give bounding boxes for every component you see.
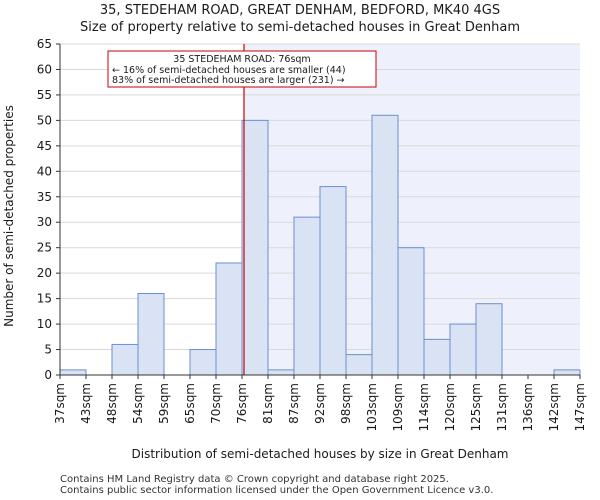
y-tick-label: 50 (37, 113, 52, 127)
x-tick-label: 142sqm (547, 383, 561, 431)
y-tick-label: 20 (37, 266, 52, 280)
y-tick-label: 55 (37, 88, 52, 102)
x-tick-label: 54sqm (131, 383, 145, 424)
x-tick-label: 147sqm (573, 383, 587, 431)
x-tick-label: 87sqm (287, 383, 301, 424)
bar-98sqm (345, 354, 373, 376)
bar-76sqm (241, 119, 269, 376)
y-tick-label: 25 (37, 241, 52, 255)
x-tick-label: 114sqm (417, 383, 431, 431)
footer-line-1: Contains HM Land Registry data © Crown c… (60, 474, 449, 485)
y-tick-label: 15 (37, 292, 52, 306)
x-tick-label: 125sqm (469, 383, 483, 431)
footer-line-2: Contains public sector information licen… (60, 485, 494, 496)
x-tick-label: 136sqm (521, 383, 535, 431)
bar-54sqm (137, 293, 165, 376)
x-axis-label: Distribution of semi-detached houses by … (132, 447, 509, 461)
x-tick-label: 65sqm (183, 383, 197, 424)
bar-87sqm (293, 216, 321, 376)
x-tick-label: 120sqm (443, 383, 457, 431)
y-tick-label: 5 (44, 343, 52, 357)
y-tick-label: 30 (37, 215, 52, 229)
x-tick-label: 92sqm (313, 383, 327, 424)
x-tick-label: 103sqm (365, 383, 379, 431)
x-tick-label: 109sqm (391, 383, 405, 431)
bar-92sqm (319, 186, 347, 376)
y-tick-label: 35 (37, 190, 52, 204)
bar-65sqm (189, 349, 217, 376)
x-tick-label: 70sqm (209, 383, 223, 424)
chart-subtitle: Size of property relative to semi-detach… (80, 20, 520, 35)
bar-103sqm (371, 114, 399, 376)
x-tick-label: 98sqm (339, 383, 353, 424)
bar-48sqm (111, 343, 139, 376)
y-tick-label: 0 (44, 368, 52, 382)
y-ticks: 0 5 10 15 20 25 30 35 40 45 50 55 60 65 (37, 37, 60, 382)
x-tick-label: 131sqm (495, 383, 509, 431)
bar-109sqm (397, 247, 425, 376)
y-tick-label: 60 (37, 62, 52, 76)
bar-70sqm (215, 262, 243, 376)
y-tick-label: 45 (37, 139, 52, 153)
bar-125sqm (475, 303, 503, 376)
annotation-box: 35 STEDEHAM ROAD: 76sqm ← 16% of semi-de… (107, 50, 377, 88)
bar-142sqm (553, 369, 581, 376)
bar-37sqm (59, 369, 87, 376)
y-tick-label: 40 (37, 164, 52, 178)
bar-81sqm (267, 369, 295, 376)
bar-114sqm (423, 338, 451, 376)
x-tick-label: 48sqm (105, 383, 119, 424)
annotation-line-1: 35 STEDEHAM ROAD: 76sqm (173, 54, 310, 65)
x-tick-label: 81sqm (261, 383, 275, 424)
x-tick-label: 76sqm (235, 383, 249, 424)
y-axis-label: Number of semi-detached properties (2, 105, 16, 327)
annotation-line-3: 83% of semi-detached houses are larger (… (112, 75, 345, 86)
x-tick-label: 59sqm (157, 383, 171, 424)
bars (59, 114, 581, 376)
y-tick-label: 65 (37, 37, 52, 51)
x-tick-label: 37sqm (53, 383, 67, 424)
x-ticks: 37sqm 43sqm 48sqm 54sqm 59sqm 65sqm 70sqm 76sqm… (53, 375, 587, 431)
bar-120sqm (449, 323, 477, 376)
y-tick-label: 10 (37, 317, 52, 331)
x-tick-label: 43sqm (79, 383, 93, 424)
chart-title: 35, STEDEHAM ROAD, GREAT DENHAM, BEDFORD… (99, 3, 501, 18)
annotation-line-2: ← 16% of semi-detached houses are smalle… (112, 65, 346, 76)
